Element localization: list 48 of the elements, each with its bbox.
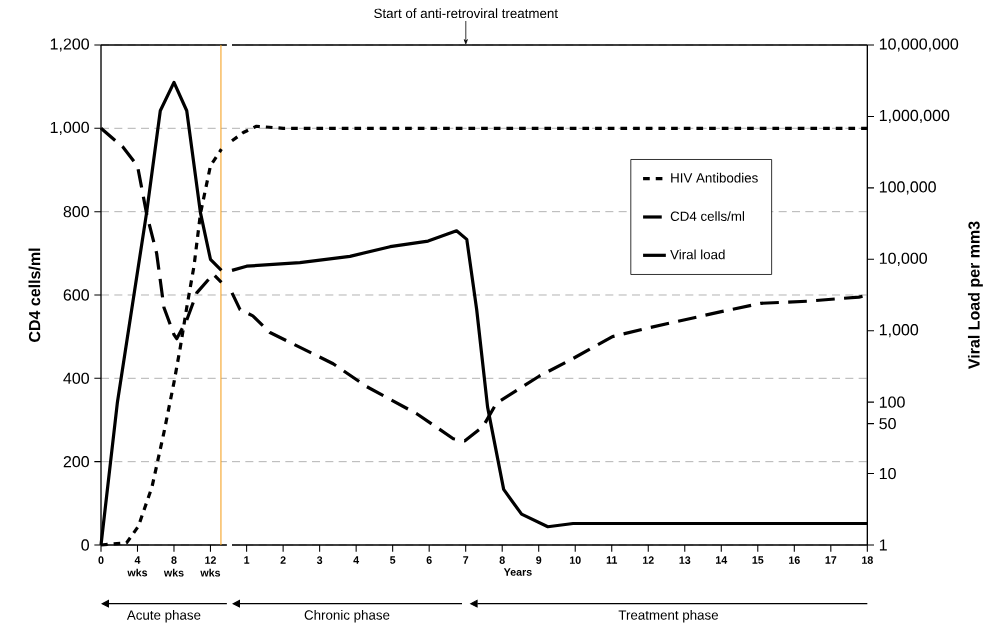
- y-tick-label: 600: [63, 289, 90, 301]
- y2-tick-label: 50: [879, 417, 896, 430]
- y2-tick-label: 10,000,000: [879, 38, 959, 52]
- y2-tick-label: 10: [879, 467, 896, 480]
- x-tick-label: 4: [353, 556, 360, 564]
- x-tick-label: 3: [316, 556, 323, 564]
- x-tick-label: 11: [606, 556, 618, 564]
- text: Start of anti-retroviral treatment: [374, 8, 558, 19]
- text: Chronic phase: [304, 609, 390, 623]
- x-tick-label: 15: [752, 556, 764, 564]
- y-tick-label: 0: [81, 539, 90, 551]
- x-tick-label: 9: [536, 556, 542, 564]
- x-tick-label: 12 wks: [200, 556, 221, 577]
- legend-label: Viral load: [670, 249, 725, 260]
- y-tick-label: 200: [63, 456, 90, 468]
- y2-tick-label: 100: [879, 396, 905, 408]
- y2-axis-title: Viral Load per mm3: [967, 221, 983, 369]
- text: Acute phase: [126, 609, 201, 623]
- y2-tick-label: 1,000,000: [879, 109, 950, 124]
- y-tick-label: 800: [63, 206, 90, 218]
- x-tick-label: 7: [463, 556, 469, 564]
- y-tick-label: 1,000: [50, 121, 90, 135]
- x-tick-label: 0: [98, 556, 104, 564]
- y2-tick-label: 100,000: [879, 181, 936, 195]
- y2-tick-label: 1,000: [879, 324, 919, 338]
- y2-tick-label: 10,000: [879, 252, 928, 266]
- y-axis-title: CD4 cells/ml: [28, 248, 41, 342]
- x-axis-title: Years: [503, 568, 532, 576]
- y-tick-label: 400: [63, 372, 90, 384]
- x-tick-label: 13: [679, 556, 691, 564]
- text: Treatment phase: [618, 609, 718, 623]
- y-tick-label: 1,200: [50, 38, 90, 52]
- x-tick-label: 2: [280, 556, 286, 564]
- x-tick-label: 8 wks: [163, 556, 184, 577]
- x-tick-label: 10: [569, 556, 581, 564]
- legend-label: CD4 cells/ml: [670, 211, 745, 221]
- x-tick-label: 16: [789, 556, 800, 564]
- x-tick-label: 6: [426, 556, 432, 564]
- legend-label: HIV Antibodies: [671, 172, 758, 183]
- x-tick-label: 8: [499, 556, 505, 564]
- x-tick-label: 4 wks: [127, 556, 148, 577]
- x-tick-label: 5: [390, 556, 396, 564]
- x-tick-label: 17: [825, 556, 837, 564]
- x-tick-label: 18: [862, 556, 873, 564]
- x-tick-label: 12: [642, 556, 654, 564]
- x-tick-label: 14: [716, 556, 728, 564]
- x-tick-label: 1: [244, 556, 250, 564]
- y2-tick-label: 1: [879, 539, 887, 551]
